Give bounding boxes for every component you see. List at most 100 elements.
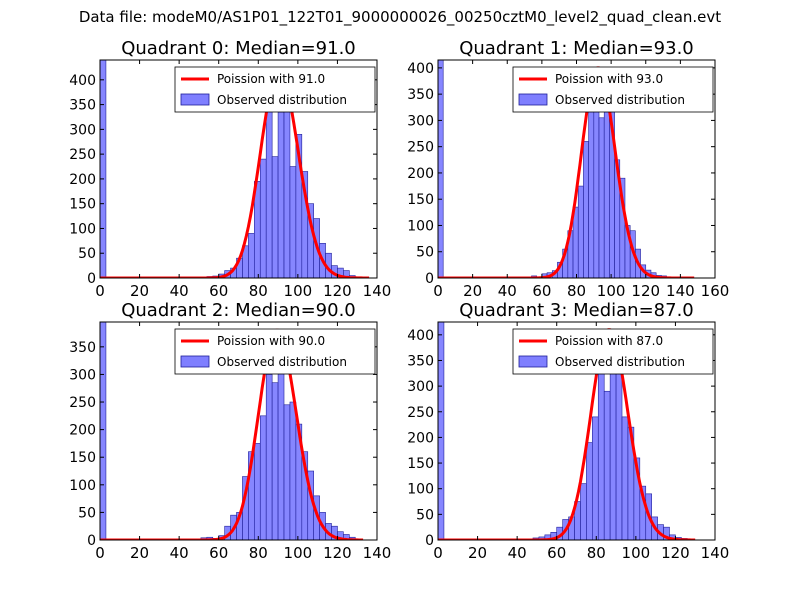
subplot-title: Quadrant 0: Median=91.0 bbox=[121, 38, 356, 59]
histogram-bars bbox=[100, 60, 362, 278]
histogram-bar bbox=[592, 416, 599, 540]
histogram-bar bbox=[615, 349, 623, 540]
y-tick-label: 200 bbox=[407, 166, 434, 182]
y-tick-label: 400 bbox=[407, 61, 434, 77]
x-tick-label: 60 bbox=[547, 544, 566, 562]
x-tick-label: 20 bbox=[130, 544, 149, 562]
x-tick-label: 140 bbox=[666, 282, 695, 300]
y-tick-label: 350 bbox=[407, 87, 434, 103]
y-tick-label: 100 bbox=[69, 478, 96, 494]
x-tick-label: 80 bbox=[249, 544, 268, 562]
x-tick-label: 20 bbox=[468, 544, 487, 562]
histogram-bar bbox=[603, 390, 611, 540]
x-tick-label: 120 bbox=[323, 544, 352, 562]
y-tick-label: 300 bbox=[69, 122, 96, 138]
histogram-bars bbox=[438, 322, 688, 540]
x-tick-label: 140 bbox=[363, 282, 392, 300]
legend-poisson-label: Poission with 87.0 bbox=[555, 334, 663, 348]
y-tick-label: 350 bbox=[69, 340, 96, 356]
poisson-curve bbox=[100, 68, 370, 278]
histogram-bar bbox=[271, 382, 279, 540]
subplot-quadrant-1: 0 20 40 60 80 100 120 140 160 0 50 100 150 200 250 300 3… bbox=[407, 38, 729, 300]
histogram-bar bbox=[289, 401, 297, 540]
x-tick-label: 120 bbox=[661, 544, 690, 562]
y-tick-label: 50 bbox=[416, 245, 434, 261]
y-tick-label: 300 bbox=[407, 113, 434, 129]
histogram-bar bbox=[289, 166, 297, 278]
histogram-bar bbox=[277, 111, 285, 278]
y-tick-label: 0 bbox=[425, 271, 434, 287]
x-tick-label: 140 bbox=[363, 544, 392, 562]
y-tick-label: 250 bbox=[407, 405, 434, 421]
legend-bar-swatch bbox=[180, 355, 210, 368]
histogram-bar bbox=[621, 416, 629, 540]
x-tick-label: 20 bbox=[130, 282, 149, 300]
histogram-bar bbox=[598, 117, 605, 278]
legend-box bbox=[174, 328, 376, 375]
x-tick-label: 80 bbox=[587, 544, 606, 562]
histogram-bar bbox=[577, 185, 584, 278]
subplot-quadrant-2: 0 20 40 60 80 100 120 140 0 50 100 150 200 250 300 350 Q… bbox=[69, 300, 391, 562]
y-tick-label: 0 bbox=[87, 271, 96, 287]
histogram-bar bbox=[438, 322, 445, 540]
y-tick-label: 300 bbox=[407, 379, 434, 395]
x-tick-label: 120 bbox=[631, 282, 660, 300]
legend-bar-swatch bbox=[518, 355, 548, 368]
histogram-bar bbox=[100, 322, 107, 540]
legend-bar-swatch bbox=[518, 93, 548, 106]
legend-poisson-label: Poission with 91.0 bbox=[217, 72, 325, 86]
y-tick-label: 150 bbox=[407, 456, 434, 472]
y-tick-label: 350 bbox=[407, 353, 434, 369]
legend: Poission with 91.0 Observed distribution bbox=[174, 66, 376, 113]
x-tick-label: 100 bbox=[284, 282, 313, 300]
y-tick-label: 50 bbox=[78, 246, 96, 262]
histogram-bar bbox=[271, 156, 279, 278]
x-tick-label: 40 bbox=[170, 544, 189, 562]
legend: Poission with 93.0 Observed distribution bbox=[512, 66, 714, 113]
x-tick-label: 40 bbox=[498, 282, 517, 300]
axes-frame bbox=[99, 321, 378, 541]
legend-poisson-label: Poission with 90.0 bbox=[217, 334, 325, 348]
histogram-bar bbox=[248, 233, 255, 278]
legend: Poission with 87.0 Observed distribution bbox=[512, 328, 714, 375]
histogram-bar bbox=[438, 60, 444, 278]
histogram-bar bbox=[259, 158, 267, 278]
subplot-title: Quadrant 3: Median=87.0 bbox=[459, 300, 694, 321]
poisson-curve bbox=[438, 66, 695, 278]
x-tick-label: 80 bbox=[567, 282, 586, 300]
x-tick-label: 20 bbox=[463, 282, 482, 300]
legend: Poission with 90.0 Observed distribution bbox=[174, 328, 376, 375]
x-tick-label: 0 bbox=[95, 282, 105, 300]
x-tick-label: 60 bbox=[209, 282, 228, 300]
poisson-curve bbox=[438, 328, 696, 540]
y-tick-label: 400 bbox=[407, 328, 434, 344]
y-tick-label: 150 bbox=[69, 450, 96, 466]
y-tick-label: 0 bbox=[87, 533, 96, 549]
legend-poisson-label: Poission with 93.0 bbox=[555, 72, 663, 86]
legend-observed-label: Observed distribution bbox=[555, 93, 685, 107]
x-tick-label: 0 bbox=[95, 544, 105, 562]
figure-suptitle: Data file: modeM0/AS1P01_122T01_90000000… bbox=[78, 8, 722, 26]
x-tick-label: 0 bbox=[433, 544, 443, 562]
histogram-bar bbox=[603, 99, 610, 278]
histogram-bar bbox=[277, 349, 285, 540]
y-tick-label: 100 bbox=[407, 482, 434, 498]
x-tick-label: 100 bbox=[284, 544, 313, 562]
axes-frame bbox=[437, 321, 716, 541]
y-tick-label: 350 bbox=[69, 98, 96, 114]
histogram-bar bbox=[265, 374, 273, 540]
subplot-title: Quadrant 2: Median=90.0 bbox=[121, 300, 356, 321]
poisson-curve bbox=[100, 328, 364, 540]
histogram-bar bbox=[597, 352, 605, 540]
x-tick-label: 100 bbox=[622, 544, 651, 562]
legend-observed-label: Observed distribution bbox=[217, 93, 347, 107]
histogram-bars bbox=[438, 60, 673, 278]
histogram-bar bbox=[586, 442, 593, 540]
histogram-bar bbox=[588, 104, 595, 278]
x-tick-label: 140 bbox=[701, 544, 730, 562]
histogram-bar bbox=[283, 404, 291, 540]
y-tick-label: 0 bbox=[425, 533, 434, 549]
y-tick-label: 200 bbox=[69, 172, 96, 188]
histogram-bar bbox=[593, 85, 600, 278]
legend-box bbox=[174, 66, 376, 113]
